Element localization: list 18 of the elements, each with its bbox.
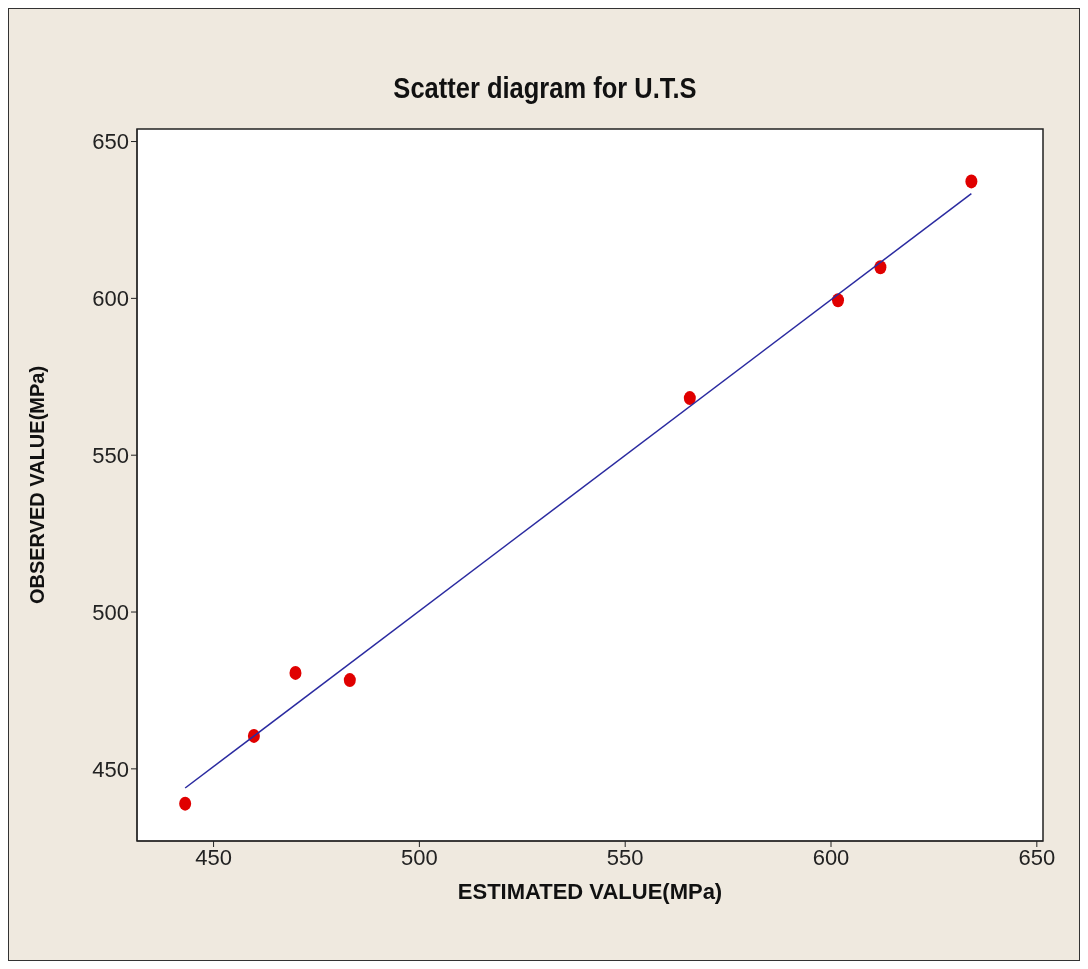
x-tick-label: 650: [1018, 844, 1056, 870]
chart-title: Scatter diagram for U.T.S: [392, 71, 698, 105]
point: [683, 391, 696, 406]
y-tick-label: 650: [92, 129, 129, 155]
point: [179, 796, 192, 811]
x-axis-title: ESTIMATED VALUE(MPa): [457, 879, 723, 904]
y-tick-label: 500: [92, 599, 129, 625]
y-axis-title: OBSERVED VALUE(MPa): [26, 365, 49, 605]
y-tick-label: 600: [92, 286, 129, 312]
x-tick-label: 500: [401, 844, 438, 870]
x-tick-label: 600: [812, 844, 850, 870]
y-tick-label: 450: [92, 756, 129, 782]
y-tick-label: 550: [92, 443, 129, 469]
point: [289, 665, 302, 680]
x-tick-label: 550: [606, 844, 644, 870]
point: [343, 673, 356, 688]
x-tick-label: 450: [195, 844, 232, 870]
point: [965, 174, 978, 189]
